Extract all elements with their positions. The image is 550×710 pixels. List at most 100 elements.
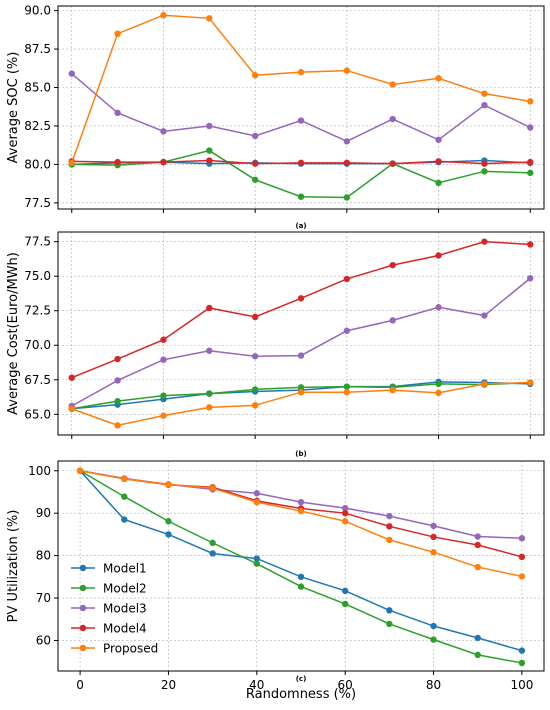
- legend-entry-model4: Model4: [71, 622, 147, 636]
- data-point: [343, 194, 351, 201]
- plot-frame: [57, 5, 545, 210]
- data-point: [297, 388, 305, 396]
- data-point: [160, 336, 167, 343]
- y-tick-label: 67.5: [24, 373, 51, 387]
- data-point: [341, 504, 349, 512]
- series-model3: [68, 70, 534, 145]
- data-point: [518, 573, 526, 580]
- data-point: [206, 404, 213, 411]
- data-point: [297, 507, 305, 515]
- data-point: [389, 386, 396, 394]
- data-point: [209, 539, 216, 547]
- y-axis-label: PV Utilization (%): [6, 510, 21, 623]
- data-point: [160, 128, 167, 135]
- series-model2: [68, 147, 534, 201]
- plot-frame: [57, 460, 545, 672]
- data-point: [474, 563, 481, 571]
- data-point: [435, 75, 442, 82]
- data-point: [389, 115, 396, 123]
- data-point: [341, 509, 349, 517]
- x-tick-label: 40: [249, 678, 264, 692]
- data-point: [343, 383, 351, 390]
- data-point: [251, 386, 259, 393]
- data-point: [481, 238, 488, 245]
- legend: Model1 Model2 Model3 Model4 Proposed: [71, 562, 158, 656]
- data-point: [343, 138, 351, 145]
- panel-label-b: (b): [295, 450, 306, 458]
- data-point: [527, 169, 534, 177]
- data-point: [209, 484, 216, 492]
- data-point: [481, 90, 488, 97]
- legend-entry-model1: Model1: [71, 562, 147, 576]
- data-point: [518, 535, 526, 542]
- data-point: [474, 651, 481, 659]
- y-axis-label: Average SOC (%): [6, 52, 21, 164]
- data-point: [251, 72, 259, 79]
- series-model4: [68, 157, 534, 167]
- panel-label-a: (a): [295, 222, 306, 230]
- data-point: [527, 158, 534, 166]
- legend-label: Proposed: [103, 642, 158, 656]
- series-proposed: [68, 12, 534, 167]
- data-point: [527, 379, 534, 386]
- y-tick-label: 82.5: [24, 119, 51, 133]
- data-point: [121, 516, 128, 523]
- data-point: [68, 374, 75, 381]
- data-point: [341, 587, 349, 595]
- x-tick-label: 0: [76, 678, 84, 692]
- y-tick-label: 70.0: [24, 338, 51, 352]
- y-tick-label: 80: [36, 549, 51, 563]
- y-tick-label: 85.0: [24, 81, 51, 95]
- series-model3: [76, 467, 526, 542]
- chart-panel-c: 0 20 40 60 80 100 60 70 80 90 100 PV Utilization (%…: [6, 460, 545, 702]
- y-tick-label: 77.5: [24, 235, 51, 249]
- data-point: [114, 158, 121, 166]
- data-point: [297, 295, 305, 302]
- data-point: [343, 388, 351, 396]
- data-point: [68, 159, 75, 167]
- x-tick-label: 80: [426, 678, 441, 692]
- data-point: [518, 647, 526, 654]
- data-point: [389, 160, 396, 167]
- chart-panel-a: 77.5 80.0 82.5 85.0 87.5 90.0 Average SOC (%) (…: [6, 4, 545, 230]
- data-point: [386, 536, 393, 544]
- data-point: [343, 67, 351, 74]
- data-point: [206, 147, 213, 154]
- data-point: [297, 573, 305, 581]
- series-line: [71, 149, 531, 199]
- data-point: [114, 355, 121, 363]
- data-point: [253, 490, 261, 497]
- y-tick-label: 80.0: [24, 157, 51, 171]
- data-point: [389, 81, 396, 88]
- data-point: [297, 193, 305, 200]
- data-point: [474, 533, 481, 540]
- data-point: [160, 158, 167, 166]
- series-proposed: [76, 467, 526, 580]
- y-tick-label: 87.5: [24, 42, 51, 56]
- data-point: [297, 117, 305, 124]
- data-point: [435, 158, 442, 165]
- data-point: [297, 159, 305, 167]
- legend-marker: [79, 584, 87, 592]
- data-point: [430, 549, 437, 556]
- series-model3: [68, 275, 534, 410]
- panel-label-c: (c): [296, 675, 307, 683]
- plot-frame: [57, 231, 545, 436]
- data-point: [430, 622, 437, 630]
- data-point: [435, 304, 442, 311]
- data-point: [121, 493, 128, 500]
- series-line: [71, 14, 531, 164]
- data-point: [253, 555, 261, 562]
- x-tick-label: 20: [161, 678, 176, 692]
- data-point: [297, 352, 305, 359]
- x-axis-label: Randomness (%): [246, 687, 356, 702]
- legend-entry-model3: Model3: [71, 602, 147, 616]
- data-point: [114, 377, 121, 384]
- data-point: [430, 522, 437, 530]
- data-point: [343, 327, 351, 334]
- data-point: [165, 531, 172, 538]
- data-point: [206, 122, 213, 130]
- data-point: [386, 620, 393, 628]
- data-point: [343, 159, 351, 167]
- data-point: [481, 380, 488, 388]
